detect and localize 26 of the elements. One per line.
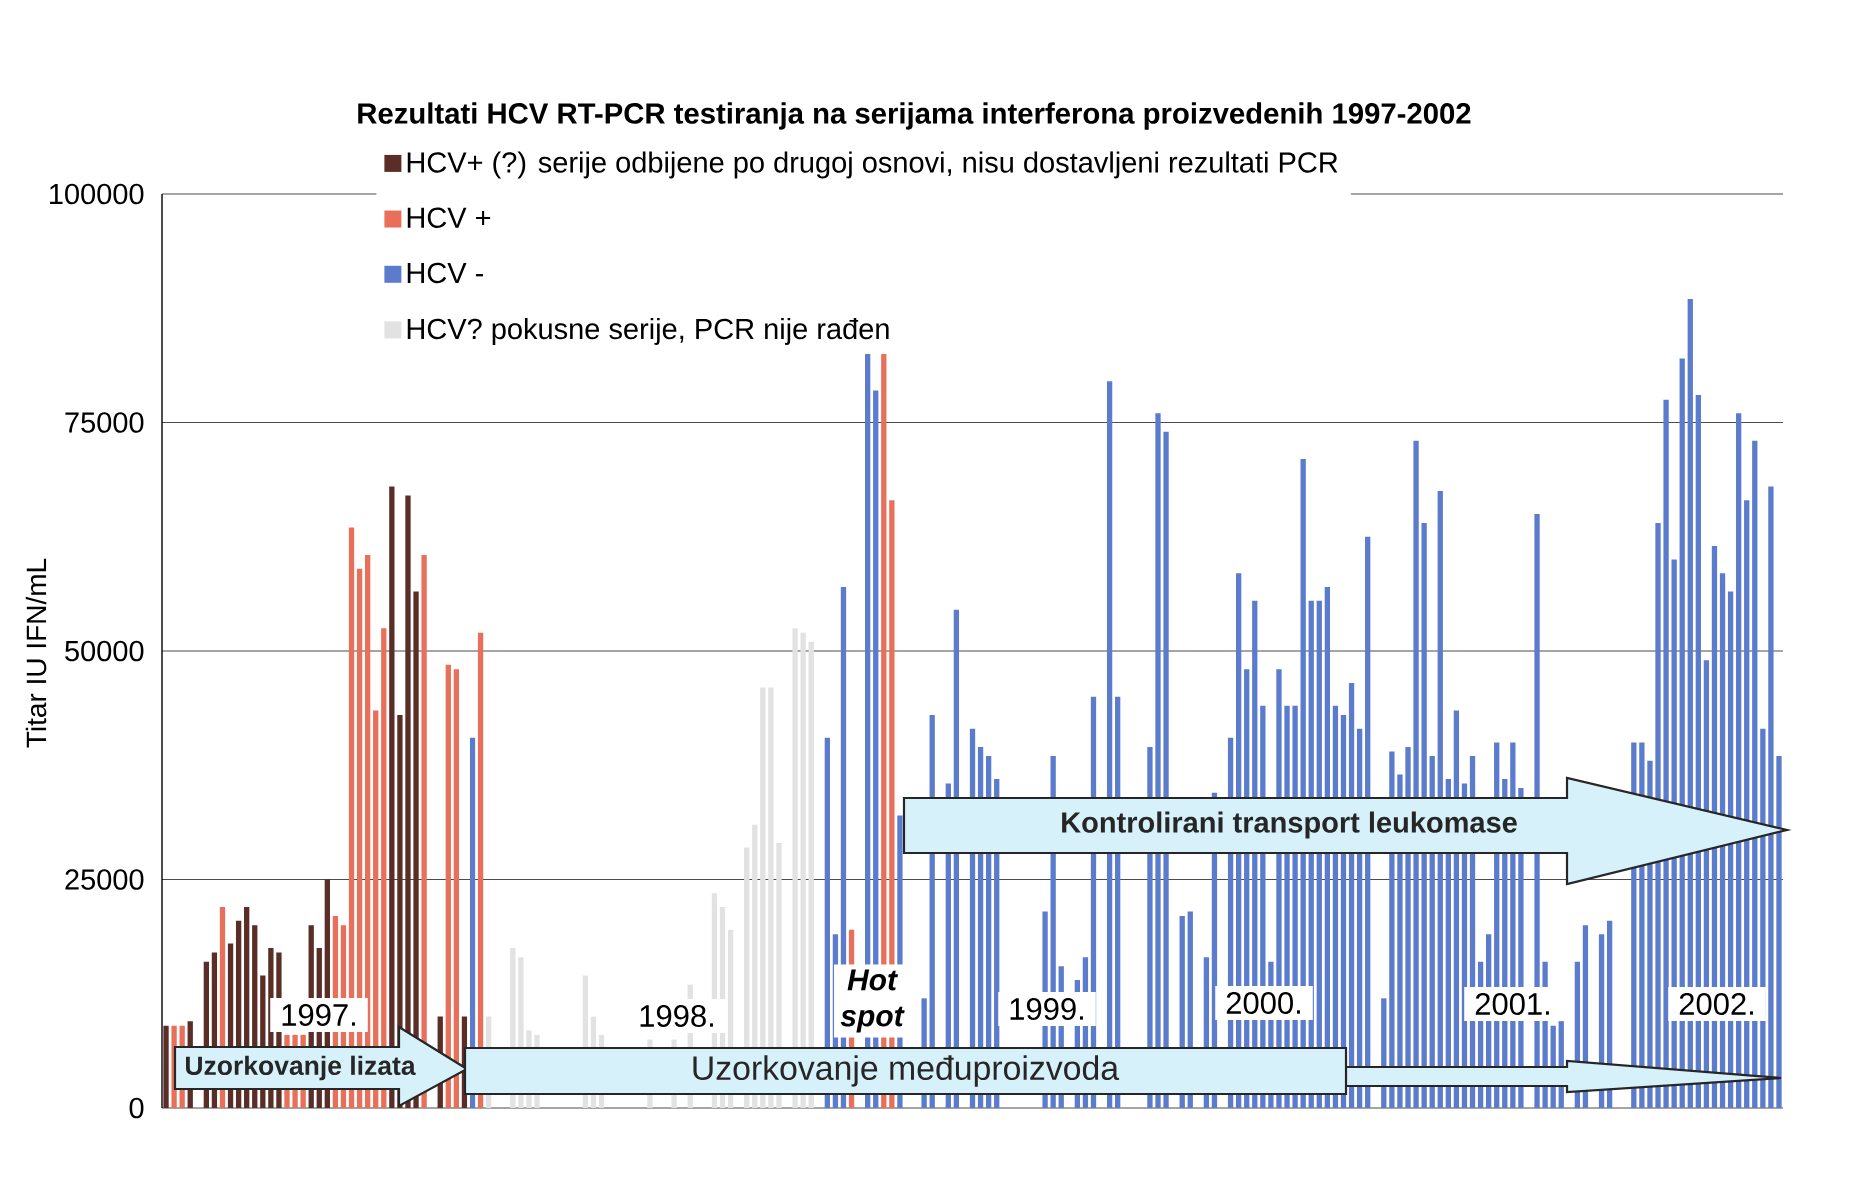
y-axis-title: Titar IU IFN/mL (25, 558, 47, 748)
annotation: Uzorkovanje međuproizvoda (693, 1055, 1120, 1087)
bar (1768, 486, 1774, 1108)
bar (453, 669, 460, 1108)
legend-label: HCV? pokusne serije, PCR nije rađen (407, 317, 889, 345)
y-tick-label: 0 (129, 1097, 144, 1119)
bar (421, 555, 427, 1108)
legend-label: HCV+ (?) serije odbijene po drugoj osnovi, nisu dostavljeni rezultati PCR (407, 151, 1338, 179)
y-tick-label: 50000 (65, 640, 144, 662)
annotation: 2001. (1475, 993, 1549, 1015)
legend-label: HCV + (407, 207, 491, 228)
annotation: 1997. (282, 1004, 355, 1026)
bar (163, 1025, 169, 1108)
annotation: 2000. (1226, 992, 1300, 1014)
annotation: 1998. (640, 1005, 713, 1027)
y-tick-label: 100000 (50, 183, 144, 205)
y-tick-label: 75000 (65, 412, 144, 433)
chart-title: Rezultati HCV RT-PCR testiranja na serijama interferona proizvedenih 1997-2002 (358, 102, 1471, 130)
y-tick-label: 25000 (65, 869, 144, 890)
annotation: Hot spot (840, 969, 905, 1033)
annotation: 1999. (1010, 998, 1083, 1020)
legend-label: HCV - (407, 262, 484, 284)
annotation: Kontrolirani transport leukomase (1062, 811, 1517, 839)
bar (1776, 756, 1782, 1108)
annotation: 2002. (1679, 993, 1753, 1015)
annotation: Uzorkovanje lizata (186, 1055, 416, 1081)
